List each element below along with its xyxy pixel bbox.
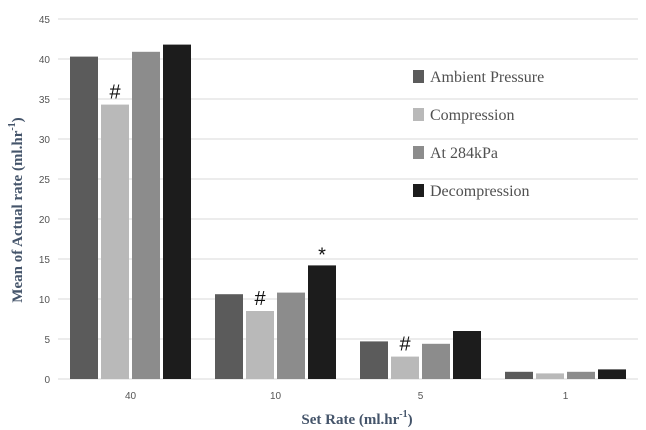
bar xyxy=(132,51,160,380)
bar xyxy=(360,341,388,379)
bar xyxy=(391,356,419,379)
y-axis-ticks: 0 5 10 15 20 25 30 35 40 45 xyxy=(39,15,51,386)
y-tick-label: 30 xyxy=(39,135,51,146)
x-axis-title-sup: -1 xyxy=(399,409,407,420)
bar xyxy=(163,44,191,379)
legend-swatch xyxy=(413,70,424,83)
bar xyxy=(308,265,336,379)
x-tick-label: 5 xyxy=(418,391,424,402)
bar xyxy=(70,56,98,379)
y-axis-title-sup: -1 xyxy=(7,122,18,130)
significance-marker: # xyxy=(399,334,411,356)
bar xyxy=(215,294,243,379)
y-tick-label: 0 xyxy=(44,375,50,386)
legend: Ambient Pressure Compression At 284kPa Deco… xyxy=(413,69,544,200)
legend-label: Compression xyxy=(430,107,514,124)
y-tick-label: 5 xyxy=(44,335,50,346)
significance-marker: # xyxy=(109,82,121,104)
legend-label: Decompression xyxy=(430,183,530,200)
bar xyxy=(422,343,450,379)
y-tick-label: 10 xyxy=(39,295,51,306)
x-tick-label: 10 xyxy=(270,391,282,402)
bar xyxy=(246,311,274,379)
bar xyxy=(598,369,626,379)
annotations: # # * # xyxy=(109,82,411,356)
y-tick-label: 35 xyxy=(39,95,51,106)
y-tick-label: 20 xyxy=(39,215,51,226)
x-axis-title-end: ) xyxy=(408,412,413,428)
significance-marker: * xyxy=(318,244,326,266)
bar xyxy=(505,371,533,379)
significance-marker: # xyxy=(254,288,266,310)
x-axis-ticks: 40 10 5 1 xyxy=(125,391,569,402)
y-axis-title: Mean of Actual rate (ml.hr-1) xyxy=(7,117,26,302)
bar xyxy=(536,373,564,379)
bar xyxy=(101,104,129,379)
legend-swatch xyxy=(413,108,424,121)
y-axis-title-end: ) xyxy=(10,117,26,122)
x-axis-title: Set Rate (ml.hr-1) xyxy=(301,409,412,428)
y-axis-title-main: Mean of Actual rate (ml.hr xyxy=(10,130,26,302)
bar xyxy=(567,371,595,379)
x-tick-label: 1 xyxy=(563,391,569,402)
x-axis-title-main: Set Rate (ml.hr xyxy=(301,412,399,428)
bar xyxy=(453,331,481,379)
legend-swatch xyxy=(413,184,424,197)
y-tick-label: 45 xyxy=(39,15,51,26)
y-tick-label: 25 xyxy=(39,175,51,186)
legend-swatch xyxy=(413,146,424,159)
legend-label: At 284kPa xyxy=(430,145,498,162)
legend-label: Ambient Pressure xyxy=(430,69,544,86)
bar xyxy=(277,292,305,379)
x-tick-label: 40 xyxy=(125,391,137,402)
y-tick-label: 40 xyxy=(39,55,51,66)
bars xyxy=(70,44,626,380)
y-tick-label: 15 xyxy=(39,255,51,266)
